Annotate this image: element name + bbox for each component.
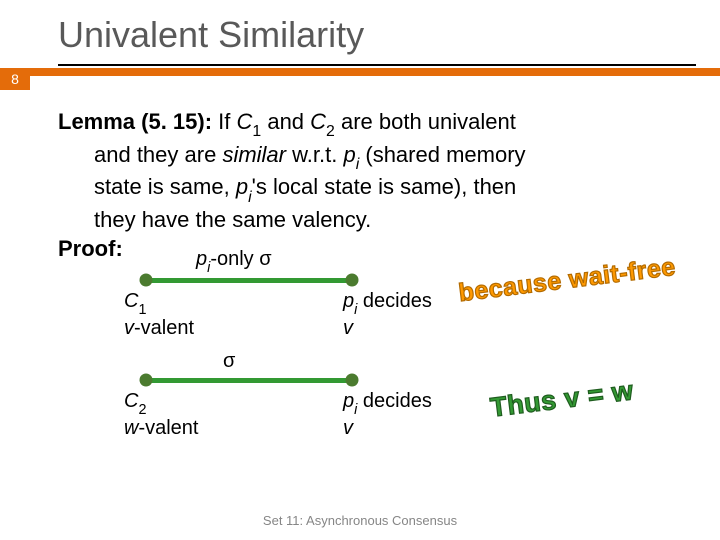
lemma-frag: state is same, — [94, 174, 236, 199]
lemma-line4: they have the same valency. — [58, 206, 680, 234]
lemma-pi2-sub: i — [248, 189, 252, 206]
lemma-similar: similar — [222, 142, 286, 167]
title-underline — [58, 64, 696, 66]
frag: v — [343, 417, 353, 439]
frag: -valent — [134, 317, 194, 339]
frag: w — [124, 417, 138, 439]
frag: i — [207, 260, 210, 276]
lemma-C1: C — [237, 109, 253, 134]
lemma-frag: (shared memory — [359, 142, 525, 167]
decides-top: pi decides v — [343, 290, 432, 340]
lemma-frag: If — [212, 109, 236, 134]
dot — [140, 274, 153, 287]
slide-number: 8 — [0, 68, 30, 90]
frag: p — [343, 290, 354, 312]
frag: C — [124, 290, 138, 312]
sigma-bottom-label: σ — [223, 350, 235, 373]
dot — [140, 374, 153, 387]
frag: 1 — [138, 302, 146, 318]
frag: i — [354, 302, 357, 318]
frag: p — [343, 390, 354, 412]
lemma-pi2: p — [236, 174, 248, 199]
footer-text: Set 11: Asynchronous Consensus — [0, 513, 720, 528]
lemma-frag: are both univalent — [335, 109, 516, 134]
lemma-frag: 's local state is same), then — [252, 174, 517, 199]
dot — [346, 374, 359, 387]
lemma-sub2: 2 — [326, 123, 335, 140]
lemma-pi: p — [343, 142, 355, 167]
lemma-C2: C — [310, 109, 326, 134]
frag: v — [124, 317, 134, 339]
lemma-pi-sub: i — [356, 156, 360, 173]
frag: 2 — [138, 402, 146, 418]
frag: i — [354, 402, 357, 418]
c1-label: C1 v-valent — [124, 290, 194, 340]
lemma-sub1: 1 — [252, 123, 261, 140]
content-area: Lemma (5. 15): If C1 and C2 are both uni… — [0, 90, 720, 474]
frag: C — [124, 390, 138, 412]
stamp-thus: Thus v = w — [489, 375, 636, 423]
sigma-top-label: pi-only σ — [196, 248, 272, 275]
line-top — [146, 278, 352, 283]
dot — [346, 274, 359, 287]
lemma-label: Lemma (5. 15): — [58, 109, 212, 134]
slide-title: Univalent Similarity — [0, 0, 720, 64]
accent-bar: 8 — [0, 68, 720, 90]
line-bottom — [146, 378, 352, 383]
frag: decides — [357, 390, 432, 412]
accent-strip — [30, 68, 720, 76]
frag: p — [196, 248, 207, 270]
lemma-frag: and they are — [94, 142, 222, 167]
decides-bottom: pi decides v — [343, 390, 432, 440]
frag: v — [343, 317, 353, 339]
lemma-frag: and — [261, 109, 310, 134]
c2-label: C2 w-valent — [124, 390, 198, 440]
frag: -only σ — [210, 248, 271, 270]
proof-diagram: pi-only σ C1 v-valent pi decides v σ C2 … — [58, 244, 680, 474]
frag: decides — [357, 290, 432, 312]
frag: -valent — [138, 417, 198, 439]
stamp-wait-free: because wait-free — [457, 253, 677, 308]
lemma-text: Lemma (5. 15): If C1 and C2 are both uni… — [58, 108, 680, 234]
lemma-frag: w.r.t. — [286, 142, 343, 167]
